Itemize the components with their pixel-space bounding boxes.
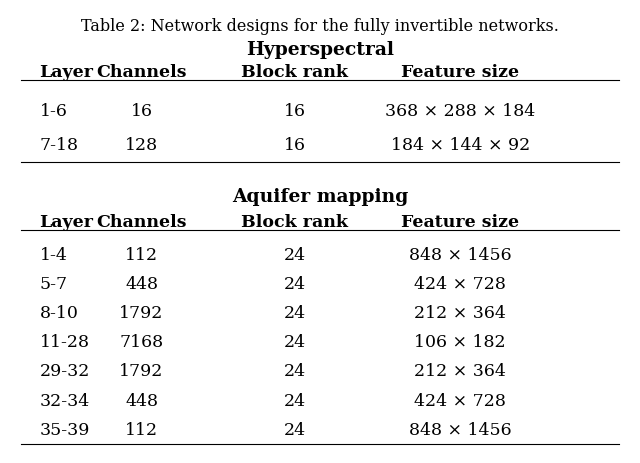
Text: 24: 24	[284, 392, 305, 409]
Text: 24: 24	[284, 275, 305, 293]
Text: 29-32: 29-32	[40, 363, 90, 380]
Text: 448: 448	[125, 275, 158, 293]
Text: 424 × 728: 424 × 728	[414, 392, 506, 409]
Text: Layer: Layer	[40, 63, 93, 81]
Text: 368 × 288 × 184: 368 × 288 × 184	[385, 103, 535, 119]
Text: Feature size: Feature size	[401, 63, 519, 81]
Text: 7168: 7168	[120, 334, 164, 350]
Text: 11-28: 11-28	[40, 334, 90, 350]
Text: Aquifer mapping: Aquifer mapping	[232, 188, 408, 206]
Text: 1-4: 1-4	[40, 247, 67, 263]
Text: Block rank: Block rank	[241, 63, 348, 81]
Text: Block rank: Block rank	[241, 213, 348, 230]
Text: 24: 24	[284, 305, 305, 322]
Text: 448: 448	[125, 392, 158, 409]
Text: 184 × 144 × 92: 184 × 144 × 92	[390, 137, 530, 154]
Text: 24: 24	[284, 334, 305, 350]
Text: 112: 112	[125, 421, 158, 438]
Text: 848 × 1456: 848 × 1456	[409, 247, 511, 263]
Text: 16: 16	[284, 137, 305, 154]
Text: 128: 128	[125, 137, 158, 154]
Text: 1792: 1792	[120, 305, 164, 322]
Text: 8-10: 8-10	[40, 305, 79, 322]
Text: 848 × 1456: 848 × 1456	[409, 421, 511, 438]
Text: 1-6: 1-6	[40, 103, 67, 119]
Text: Table 2: Network designs for the fully invertible networks.: Table 2: Network designs for the fully i…	[81, 18, 559, 34]
Text: 212 × 364: 212 × 364	[414, 305, 506, 322]
Text: 24: 24	[284, 247, 305, 263]
Text: 112: 112	[125, 247, 158, 263]
Text: Layer: Layer	[40, 213, 93, 230]
Text: 106 × 182: 106 × 182	[414, 334, 506, 350]
Text: 7-18: 7-18	[40, 137, 79, 154]
Text: 1792: 1792	[120, 363, 164, 380]
Text: Channels: Channels	[97, 63, 187, 81]
Text: Hyperspectral: Hyperspectral	[246, 40, 394, 58]
Text: 35-39: 35-39	[40, 421, 90, 438]
Text: 212 × 364: 212 × 364	[414, 363, 506, 380]
Text: 16: 16	[284, 103, 305, 119]
Text: Channels: Channels	[97, 213, 187, 230]
Text: 24: 24	[284, 363, 305, 380]
Text: 424 × 728: 424 × 728	[414, 275, 506, 293]
Text: 24: 24	[284, 421, 305, 438]
Text: Feature size: Feature size	[401, 213, 519, 230]
Text: 16: 16	[131, 103, 152, 119]
Text: 32-34: 32-34	[40, 392, 90, 409]
Text: 5-7: 5-7	[40, 275, 68, 293]
